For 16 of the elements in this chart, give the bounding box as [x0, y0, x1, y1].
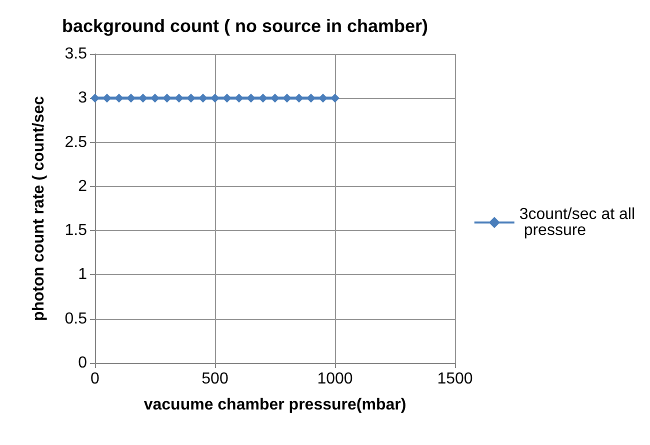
y-tick-label: 2 [78, 178, 88, 195]
y-tick-label: 1.5 [64, 222, 88, 240]
x-tick-label: 0 [90, 370, 100, 388]
x-tick-label: 1000 [317, 370, 353, 388]
legend-label: 3count/sec at all pressure [519, 206, 635, 239]
x-axis-title: vacuume chamber pressure(mbar) [144, 396, 406, 414]
y-tick-label: 0.5 [64, 310, 88, 328]
y-tick-label: 3.5 [64, 46, 88, 62]
y-tick-label: 0 [78, 354, 88, 372]
x-tick-label: 1500 [437, 370, 473, 388]
y-axis-title: photon count rate ( count/sec [30, 96, 48, 321]
y-tick-label: 1 [78, 266, 88, 284]
chart-title: background count ( no source in chamber) [62, 16, 428, 36]
x-tick-label: 500 [202, 370, 228, 388]
y-tick-label: 3 [78, 90, 88, 107]
y-tick-label: 2.5 [64, 134, 88, 151]
